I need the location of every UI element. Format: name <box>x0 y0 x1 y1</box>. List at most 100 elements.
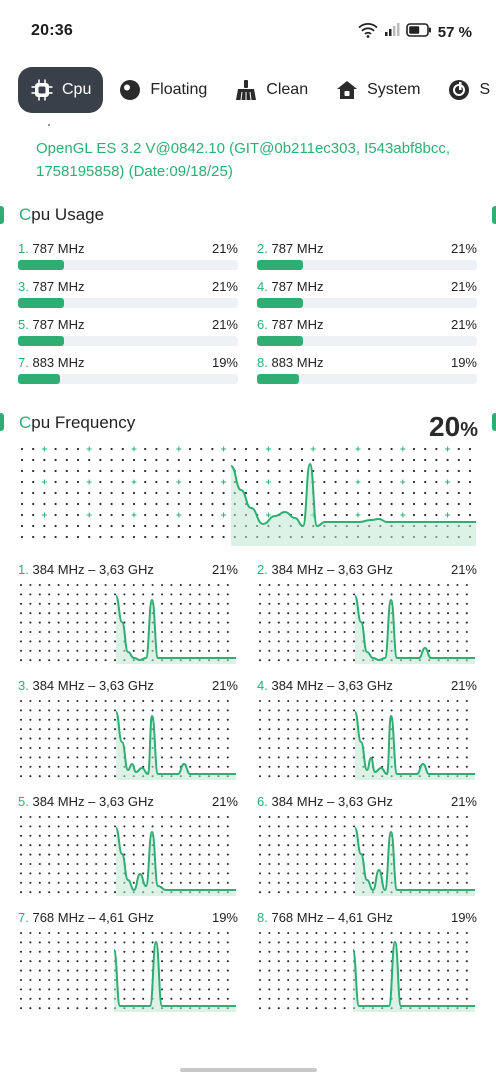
core-number: 6. <box>257 317 268 332</box>
core-range: 384 MHz – 3,63 GHz <box>32 562 154 577</box>
cpu-frequency-title-initial: C <box>19 413 32 432</box>
core-usage-bar-fill <box>257 374 299 384</box>
tab-floating-label: Floating <box>150 81 208 98</box>
tab-system-info[interactable]: S <box>435 67 496 113</box>
system-info-icon <box>448 79 470 101</box>
core-range: 384 MHz – 3,63 GHz <box>271 562 393 577</box>
home-icon <box>336 79 358 101</box>
core-range: 384 MHz – 3,63 GHz <box>271 678 393 693</box>
core-number: 8. <box>257 910 268 925</box>
core-8-frequency-line <box>352 941 475 1007</box>
core-3-frequency-area <box>116 712 236 780</box>
tab-clean[interactable]: Clean <box>222 67 320 113</box>
core-frequency-range-4: 4. 384 MHz – 3,63 GHz <box>257 678 393 693</box>
cpu-usage-core-1: 1. 787 MHz 21% <box>18 241 238 277</box>
core-2-frequency-line <box>354 595 475 661</box>
core-frequency-graph-5 <box>19 815 236 896</box>
core-usage-bar-fill <box>18 336 65 346</box>
core-number: 5. <box>18 794 29 809</box>
core-range: 384 MHz – 3,63 GHz <box>32 678 154 693</box>
core-usage-percent: 19% <box>211 355 238 370</box>
status-time: 20:36 <box>31 22 73 39</box>
core-frequency-graph-4 <box>258 699 475 780</box>
core-number: 4. <box>257 678 268 693</box>
core-1-frequency-area <box>116 596 236 664</box>
core-frequency-percent-1: 21% <box>211 562 238 577</box>
core-usage-bar <box>257 374 477 384</box>
core-number: 5. <box>18 317 29 332</box>
core-frequency-percent-7: 19% <box>211 910 238 925</box>
core-frequency-graph-2 <box>258 583 475 664</box>
cpu-usage-title-initial: C <box>19 205 32 224</box>
total-frequency-percent: 20% <box>429 411 478 443</box>
core-frequency-graph-8 <box>258 931 475 1012</box>
core-range: 768 MHz – 4,61 GHz <box>32 910 154 925</box>
total-frequency-area <box>231 464 476 546</box>
cpu-usage-core-4: 4. 787 MHz 21% <box>257 279 477 315</box>
core-number: 2. <box>257 562 268 577</box>
core-frequency: 883 MHz <box>32 355 85 370</box>
core-frequency-range-8: 8. 768 MHz – 4,61 GHz <box>257 910 393 925</box>
core-usage-bar <box>257 298 477 308</box>
core-frequency-graph-1 <box>19 583 236 664</box>
graph-dot-grid <box>258 931 468 1010</box>
core-frequency-percent-2: 21% <box>450 562 477 577</box>
core-usage-bar-fill <box>18 260 65 270</box>
core-usage-bar-fill <box>257 336 304 346</box>
core-label: 2. 787 MHz <box>257 241 324 256</box>
core-range: 384 MHz – 3,63 GHz <box>271 794 393 809</box>
core-6-frequency-area <box>355 828 475 896</box>
core-usage-bar <box>18 336 238 346</box>
status-icons: 57 % <box>358 22 472 42</box>
section-edge-marker-right <box>492 206 496 224</box>
tab-floating[interactable]: Floating <box>106 67 219 113</box>
core-label: 4. 787 MHz <box>257 279 324 294</box>
tab-cpu[interactable]: Cpu <box>18 67 104 113</box>
core-frequency: 787 MHz <box>32 317 85 332</box>
core-3-frequency-line <box>115 711 236 775</box>
core-usage-percent: 21% <box>450 279 477 294</box>
home-indicator[interactable] <box>180 1068 317 1072</box>
core-frequency-percent-4: 21% <box>450 678 477 693</box>
total-frequency-line <box>230 463 476 527</box>
core-number: 6. <box>257 794 268 809</box>
core-usage-bar-fill <box>18 374 60 384</box>
tab-system[interactable]: System <box>323 67 432 113</box>
cpu-usage-core-5: 5. 787 MHz 21% <box>18 317 238 353</box>
battery-percent: 57 % <box>437 23 472 41</box>
total-frequency-value: 20 <box>429 411 461 442</box>
core-number: 7. <box>18 910 29 925</box>
gpu-info-text: OpenGL ES 3.2 V@0842.10 (GIT@0b211ec303,… <box>36 140 451 180</box>
core-usage-percent: 21% <box>450 317 477 332</box>
core-number: 4. <box>257 279 268 294</box>
core-frequency-graph-3 <box>19 699 236 780</box>
cpu-frequency-title: Cpu Frequency <box>19 413 135 433</box>
core-frequency-range-5: 5. 384 MHz – 3,63 GHz <box>18 794 154 809</box>
core-number: 8. <box>257 355 268 370</box>
core-7-frequency-line <box>113 941 236 1007</box>
tab-clean-label: Clean <box>266 81 309 98</box>
cpu-frequency-title-rest: pu Frequency <box>31 413 136 432</box>
core-usage-bar-fill <box>18 298 65 308</box>
core-2-frequency-area <box>355 596 475 664</box>
core-frequency-percent-3: 21% <box>211 678 238 693</box>
section-edge-marker-left <box>0 206 4 224</box>
core-usage-bar-fill <box>257 260 304 270</box>
core-frequency-range-6: 6. 384 MHz – 3,63 GHz <box>257 794 393 809</box>
core-number: 3. <box>18 678 29 693</box>
broom-icon <box>235 79 257 101</box>
status-bar: 20:36 57 % <box>0 0 496 64</box>
tab-system-label: System <box>367 81 421 98</box>
cpu-usage-title: Cpu Usage <box>19 205 104 225</box>
core-usage-bar <box>257 336 477 346</box>
core-usage-percent: 21% <box>211 279 238 294</box>
core-label: 8. 883 MHz <box>257 355 324 370</box>
core-number: 1. <box>18 562 29 577</box>
core-usage-percent: 19% <box>450 355 477 370</box>
core-usage-bar <box>18 260 238 270</box>
core-usage-bar-fill <box>257 298 304 308</box>
total-frequency-graph <box>20 446 476 546</box>
core-frequency-graph-7 <box>19 931 236 1012</box>
core-range: 768 MHz – 4,61 GHz <box>271 910 393 925</box>
core-number: 7. <box>18 355 29 370</box>
